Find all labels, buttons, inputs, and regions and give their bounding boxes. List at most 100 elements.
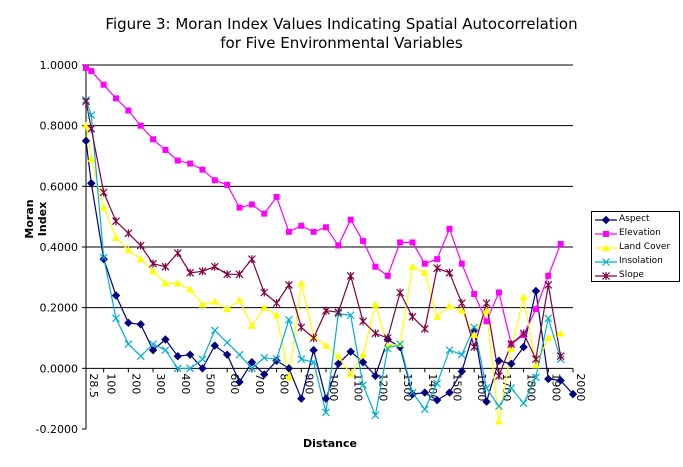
point-insolation [210,326,219,335]
point-elevation [384,272,391,279]
point-slope [285,280,293,289]
point-aspect [148,345,158,355]
point-land-cover [494,417,503,425]
legend-label-aspect: Aspect [619,214,650,224]
point-aspect [185,350,195,359]
point-slope [186,268,195,277]
point-aspect [494,356,504,365]
point-aspect [297,394,306,403]
point-slope [556,352,565,361]
point-land-cover [470,330,479,338]
point-elevation [285,228,292,235]
point-land-cover [136,255,145,263]
point-elevation [125,107,132,114]
x-tick-labels: 28.5 100 200 300 400 500 600 700 800 900 1000 1100 1… [85,368,587,401]
point-slope [532,355,540,364]
point-land-cover [371,300,380,308]
y-tick-label: -0.2000 [36,423,78,436]
point-elevation [113,95,120,102]
series-line-insolation [85,99,562,418]
point-aspect [235,377,244,387]
legend-swatch-slope [595,272,617,280]
series-markers [81,65,578,425]
point-land-cover [198,300,207,308]
y-axis-label: Moran Index [23,199,49,239]
point-aspect [136,320,145,329]
point-elevation [88,68,95,75]
point-elevation [446,225,453,232]
point-elevation [471,291,478,298]
point-insolation [519,399,528,408]
point-elevation [199,166,206,173]
point-slope [173,249,182,258]
x-tick-label: 1500 [450,373,463,401]
point-slope [99,188,108,197]
legend-marker [603,231,609,237]
y-tick-label: 0.6000 [40,180,79,193]
x-tick-label: 200 [129,373,142,394]
point-elevation [236,204,243,211]
point-elevation [557,240,564,247]
point-slope [223,270,232,279]
point-insolation [235,350,244,359]
point-land-cover [334,352,343,360]
legend: Aspect Elevation Land Cover Insolation S… [591,211,680,282]
point-land-cover [173,279,182,287]
point-aspect [222,350,232,359]
y-tick-label: 1.0000 [40,59,79,72]
point-insolation [87,111,96,119]
point-elevation [310,228,317,235]
series-line-land-cover [85,125,561,422]
point-insolation [494,402,503,411]
point-slope [457,299,466,308]
point-slope [519,329,528,338]
point-land-cover [124,246,133,254]
point-insolation [396,340,405,348]
point-land-cover [99,203,108,211]
point-aspect [309,345,318,355]
point-aspect [81,136,91,146]
point-land-cover [210,297,219,305]
point-aspect [519,342,528,352]
point-land-cover [186,285,195,293]
point-slope [87,124,96,133]
point-slope [82,97,90,106]
point-aspect [260,370,269,379]
point-aspect [124,318,133,328]
legend-item-slope: Slope [592,269,679,282]
point-land-cover [161,279,170,287]
legend-item-elevation: Elevation [592,227,679,240]
point-insolation [346,311,355,320]
point-land-cover [297,279,306,287]
point-insolation [112,314,120,323]
point-land-cover [112,233,121,241]
legend-swatch-elevation [595,231,617,237]
point-elevation [248,201,255,208]
point-slope [371,329,380,338]
point-elevation [187,160,194,167]
point-aspect [99,254,108,264]
point-land-cover [247,321,256,329]
point-insolation [433,379,442,388]
point-insolation [285,315,293,324]
point-land-cover [457,306,466,314]
point-land-cover [482,306,491,314]
point-slope [408,312,417,321]
point-slope [272,299,281,308]
point-aspect [272,356,281,365]
point-aspect [358,358,368,367]
x-tick-label: 28.5 [87,373,100,398]
point-land-cover [420,268,429,276]
x-tick-label: 500 [203,373,216,394]
point-elevation [495,289,502,296]
point-slope [309,334,318,342]
legend-swatch-aspect [595,215,617,225]
point-land-cover [519,293,528,301]
point-insolation [482,384,491,392]
point-insolation [124,340,133,348]
point-insolation [470,323,479,332]
point-insolation [161,346,170,355]
point-insolation [297,355,306,364]
point-slope [359,317,367,326]
point-elevation [211,177,218,184]
